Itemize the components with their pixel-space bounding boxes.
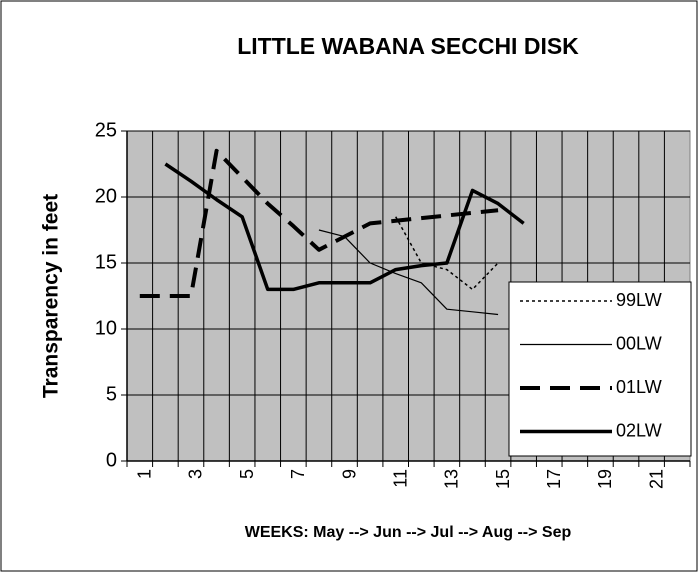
x-tick-label: 1 xyxy=(135,469,155,479)
x-tick-label: 17 xyxy=(544,469,564,489)
y-tick-label: 10 xyxy=(95,317,117,339)
x-tick-label: 21 xyxy=(646,469,666,489)
x-tick-label: 7 xyxy=(288,469,308,479)
x-tick-label: 11 xyxy=(390,469,410,488)
y-tick-label: 25 xyxy=(95,119,117,141)
y-axis-label: Transparency in feet xyxy=(40,194,63,398)
x-tick-label: 9 xyxy=(339,469,359,479)
series-line xyxy=(164,162,525,292)
y-tick-label: 20 xyxy=(95,185,117,207)
series-line xyxy=(139,148,499,298)
x-tick-label: 19 xyxy=(595,469,615,489)
x-axis-label: WEEKS: May --> Jun --> Jul --> Aug --> S… xyxy=(245,524,572,541)
legend-box xyxy=(508,281,692,457)
series-line xyxy=(318,229,499,316)
legend-label: 00LW xyxy=(616,333,662,353)
y-tick-label: 15 xyxy=(95,251,117,273)
chart-title: LITTLE WABANA SECCHI DISK xyxy=(237,33,579,59)
x-tick-label: 13 xyxy=(442,469,462,489)
x-tick-label: 3 xyxy=(186,469,206,479)
legend-label: 99LW xyxy=(616,290,662,310)
y-tick-label: 0 xyxy=(106,449,117,471)
legend-label: 02LW xyxy=(616,420,662,440)
x-tick-label: 5 xyxy=(237,469,257,479)
series-line xyxy=(395,216,499,291)
legend-label: 01LW xyxy=(616,377,662,397)
y-tick-label: 5 xyxy=(106,383,117,405)
x-tick-label: 15 xyxy=(493,469,513,489)
